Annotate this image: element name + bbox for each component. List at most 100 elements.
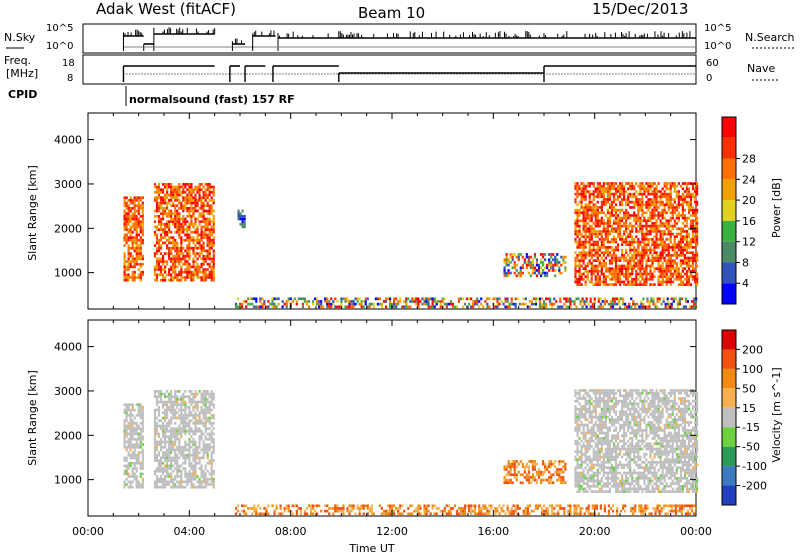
scatter-cell: [576, 219, 578, 222]
scatter-cell: [696, 273, 698, 276]
scatter-cell: [546, 479, 548, 482]
scatter-cell: [625, 267, 627, 270]
scatter-cell: [168, 419, 170, 422]
scatter-cell: [209, 188, 211, 191]
scatter-cell: [209, 194, 211, 197]
scatter-cell: [597, 259, 599, 262]
scatter-cell: [578, 413, 580, 416]
scatter-cell: [154, 422, 156, 425]
scatter-cell: [655, 233, 657, 236]
scatter-cell: [174, 220, 176, 223]
scatter-cell: [178, 398, 180, 401]
scatter-cell: [580, 485, 582, 488]
scatter-cell: [561, 305, 563, 308]
scatter-cell: [674, 262, 676, 265]
scatter-cell: [166, 204, 168, 207]
scatter-cell: [641, 257, 643, 260]
scatter-cell: [609, 195, 611, 198]
scatter-cell: [344, 297, 346, 300]
scatter-cell: [578, 185, 580, 188]
scatter-cell: [158, 186, 160, 189]
scatter-cell: [205, 228, 207, 231]
scatter-cell: [194, 401, 196, 404]
scatter-cell: [512, 258, 514, 261]
scatter-cell: [211, 462, 213, 465]
scatter-cell: [237, 305, 239, 308]
scatter-cell: [130, 443, 132, 446]
scatter-cell: [142, 457, 144, 460]
scatter-cell: [213, 433, 215, 436]
scatter-cell: [123, 430, 125, 433]
scatter-cell: [666, 278, 668, 281]
scatter-cell: [678, 233, 680, 236]
scatter-cell: [184, 433, 186, 436]
scatter-cell: [686, 225, 688, 228]
scatter-cell: [635, 275, 637, 278]
y-tick-label: 1000: [54, 267, 82, 280]
scatter-cell: [580, 235, 582, 238]
scatter-cell: [583, 416, 585, 419]
scatter-cell: [688, 182, 690, 185]
scatter-cell: [583, 241, 585, 244]
scatter-cell: [595, 206, 597, 209]
scatter-cell: [536, 463, 538, 466]
scatter-cell: [574, 456, 576, 459]
scatter-cell: [627, 211, 629, 214]
scatter-cell: [664, 190, 666, 193]
scatter-cell: [655, 190, 657, 193]
scatter-cell: [196, 234, 198, 237]
scatter-cell: [657, 201, 659, 204]
scatter-cell: [213, 255, 215, 258]
scatter-cell: [643, 219, 645, 222]
scatter-cell: [308, 300, 310, 303]
scatter-cell: [585, 445, 587, 448]
scatter-cell: [213, 239, 215, 242]
scatter-cell: [583, 249, 585, 252]
scatter-cell: [342, 297, 344, 300]
scatter-cell: [154, 395, 156, 398]
scatter-cell: [562, 481, 564, 484]
scatter-cell: [138, 220, 140, 223]
scatter-cell: [136, 247, 138, 250]
scatter-cell: [670, 281, 672, 284]
scatter-cell: [603, 259, 605, 262]
scatter-cell: [603, 187, 605, 190]
scatter-cell: [670, 206, 672, 209]
scatter-cell: [190, 183, 192, 186]
scatter-cell: [174, 486, 176, 489]
scatter-cell: [154, 454, 156, 457]
scatter-cell: [128, 252, 130, 255]
scatter-cell: [130, 236, 132, 239]
scatter-cell: [518, 274, 520, 277]
scatter-cell: [666, 201, 668, 204]
scatter-cell: [601, 267, 603, 270]
scatter-cell: [641, 249, 643, 252]
scatter-cell: [668, 227, 670, 230]
scatter-cell: [196, 236, 198, 239]
scatter-cell: [578, 273, 580, 276]
scatter-cell: [503, 468, 505, 471]
scatter-cell: [611, 182, 613, 185]
scatter-cell: [164, 183, 166, 186]
scatter-cell: [192, 210, 194, 213]
beam-title: Beam 10: [358, 4, 425, 22]
scatter-cell: [188, 395, 190, 398]
scatter-cell: [649, 230, 651, 233]
scatter-cell: [574, 418, 576, 421]
scatter-cell: [166, 414, 168, 417]
scatter-cell: [178, 409, 180, 412]
scatter-cell: [186, 247, 188, 250]
scatter-cell: [637, 193, 639, 196]
scatter-cell: [192, 457, 194, 460]
scatter-cell: [190, 231, 192, 234]
scatter-cell: [617, 233, 619, 236]
scatter-cell: [154, 252, 156, 255]
scatter-cell: [528, 264, 530, 267]
scatter-cell: [166, 473, 168, 476]
scatter-cell: [599, 278, 601, 281]
scatter-cell: [209, 255, 211, 258]
scatter-cell: [352, 305, 354, 308]
scatter-cell: [639, 182, 641, 185]
scatter-cell: [625, 270, 627, 273]
scatter-cell: [184, 449, 186, 452]
